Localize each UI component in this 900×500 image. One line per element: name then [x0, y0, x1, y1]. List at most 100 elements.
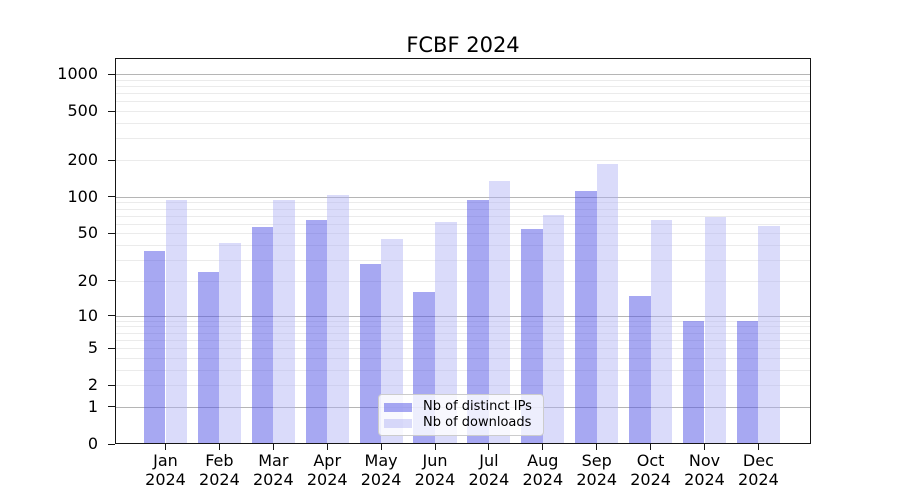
x-tick-label: Feb 2024	[199, 451, 240, 489]
gridline-minor	[115, 93, 811, 95]
y-tick-mark	[108, 232, 115, 234]
bar-nb-of-distinct-ips-mar	[251, 226, 274, 444]
x-tick-mark	[757, 444, 759, 450]
y-tick-label: 1	[87, 396, 98, 416]
gridline-minor	[115, 101, 811, 103]
legend-swatch-distinct-ips	[384, 402, 412, 412]
legend-item-distinct-ips: Nb of distinct IPs	[384, 400, 537, 414]
legend-swatch-downloads	[384, 418, 412, 428]
x-tick-label: Aug 2024	[522, 451, 564, 489]
y-tick-label: 5	[87, 338, 98, 358]
bar-nb-of-downloads-jun	[435, 222, 457, 444]
y-tick-label: 200	[67, 150, 98, 170]
legend-label-downloads: Nb of downloads	[423, 415, 532, 430]
x-tick-label: Nov 2024	[684, 451, 725, 489]
x-tick-mark	[650, 444, 652, 450]
bar-nb-of-distinct-ips-dec	[736, 320, 759, 444]
y-tick-mark	[108, 196, 115, 198]
gridline-minor	[115, 357, 811, 359]
bar-nb-of-distinct-ips-sep	[575, 190, 597, 444]
gridline-minor	[115, 326, 811, 328]
bar-nb-of-distinct-ips-nov	[682, 320, 705, 444]
x-tick-label: Jul 2024	[468, 451, 510, 489]
x-tick-mark	[326, 444, 328, 450]
y-tick-label: 50	[77, 223, 98, 243]
x-tick-label: May 2024	[360, 451, 402, 489]
y-tick-label: 0	[87, 434, 98, 453]
gridline-minor	[115, 385, 811, 387]
bar-nb-of-downloads-jul	[488, 180, 511, 444]
gridline-minor	[115, 320, 811, 322]
gridline-minor	[115, 260, 811, 262]
bar-nb-of-downloads-may	[381, 238, 403, 444]
x-tick-label: Jan 2024	[145, 451, 186, 489]
bar-nb-of-downloads-oct	[650, 219, 673, 444]
bar-nb-of-downloads-dec	[758, 225, 780, 444]
gridline-minor	[115, 245, 811, 247]
y-tick-label: 1000	[57, 64, 98, 84]
gridline-minor	[115, 215, 811, 217]
x-tick-mark	[488, 444, 490, 450]
bar-nb-of-downloads-jan	[165, 200, 188, 444]
bar-nb-of-downloads-apr	[327, 194, 349, 444]
gridline-minor	[115, 233, 811, 235]
x-tick-mark	[272, 444, 274, 450]
x-tick-mark	[596, 444, 598, 450]
bar-nb-of-downloads-nov	[704, 217, 727, 444]
gridline-minor	[115, 332, 811, 334]
y-tick-label: 100	[67, 186, 98, 206]
gridline-minor	[115, 348, 811, 350]
x-tick-label: Apr 2024	[306, 451, 348, 489]
y-tick-mark	[108, 159, 115, 161]
y-tick-mark	[108, 73, 115, 75]
gridline-minor	[115, 123, 811, 125]
bar-nb-of-distinct-ips-may	[359, 263, 382, 444]
x-tick-label: Jun 2024	[414, 451, 456, 489]
x-tick-label: Dec 2024	[738, 451, 779, 489]
gridline-minor	[115, 208, 811, 210]
y-tick-label: 10	[77, 305, 98, 325]
y-tick-mark	[108, 384, 115, 386]
gridline-minor	[115, 85, 811, 87]
y-tick-mark	[108, 443, 115, 445]
x-tick-mark	[380, 444, 382, 450]
x-tick-mark	[218, 444, 220, 450]
x-tick-label: Oct 2024	[630, 451, 671, 489]
y-tick-label: 2	[87, 375, 98, 395]
y-tick-mark	[108, 406, 115, 408]
y-tick-mark	[108, 280, 115, 282]
y-tick-label: 20	[77, 270, 98, 290]
bar-nb-of-downloads-mar	[273, 200, 295, 444]
gridline-minor	[115, 138, 811, 140]
gridline-major	[115, 74, 811, 76]
legend-label-distinct-ips: Nb of distinct IPs	[423, 399, 532, 414]
y-tick-label: 500	[67, 101, 98, 121]
x-tick-label: Sep 2024	[576, 451, 618, 489]
x-tick-label: Mar 2024	[252, 451, 294, 489]
x-tick-mark	[165, 444, 166, 450]
gridline-minor	[115, 111, 811, 113]
bar-nb-of-distinct-ips-aug	[521, 229, 543, 444]
gridline-minor	[115, 202, 811, 204]
x-tick-mark	[434, 444, 436, 450]
bar-nb-of-distinct-ips-jan	[143, 250, 166, 444]
bar-nb-of-downloads-feb	[219, 242, 241, 444]
y-tick-mark	[108, 347, 115, 349]
legend: Nb of distinct IPs Nb of downloads	[378, 394, 544, 436]
gridline-minor	[115, 223, 811, 225]
gridline-major	[115, 315, 811, 317]
bar-nb-of-downloads-sep	[596, 163, 619, 444]
y-tick-mark	[108, 110, 115, 112]
gridline-minor	[115, 79, 811, 81]
gridline-minor	[115, 369, 811, 371]
plot-area	[115, 58, 811, 444]
bar-nb-of-distinct-ips-apr	[305, 219, 328, 444]
chart-title: FCBF 2024	[406, 33, 520, 57]
bar-nb-of-distinct-ips-jul	[467, 200, 489, 444]
gridline-minor	[115, 280, 811, 282]
bar-nb-of-distinct-ips-oct	[629, 295, 651, 444]
x-tick-mark	[542, 444, 544, 450]
legend-item-downloads: Nb of downloads	[384, 416, 537, 430]
x-tick-mark	[704, 444, 705, 450]
